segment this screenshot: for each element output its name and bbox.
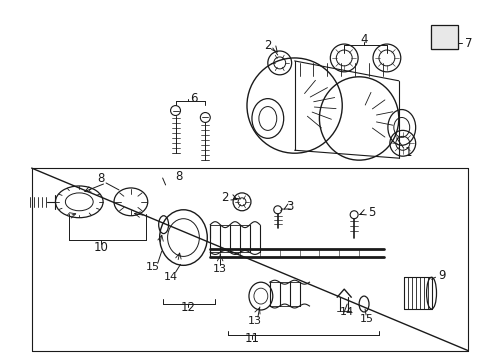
- Text: 8: 8: [175, 170, 182, 183]
- Text: 10: 10: [94, 241, 108, 254]
- Text: 15: 15: [145, 262, 160, 272]
- Text: 5: 5: [368, 206, 375, 219]
- Text: 14: 14: [340, 307, 353, 317]
- Text: 2: 2: [220, 192, 228, 204]
- Text: 12: 12: [181, 301, 196, 314]
- Text: 14: 14: [163, 272, 177, 282]
- Text: 6: 6: [189, 92, 197, 105]
- Text: 15: 15: [359, 314, 373, 324]
- Text: 3: 3: [285, 200, 293, 213]
- Text: 2: 2: [264, 39, 271, 51]
- Text: 1: 1: [404, 146, 412, 159]
- Text: 7: 7: [464, 37, 472, 50]
- Text: 13: 13: [213, 264, 227, 274]
- Text: 8: 8: [97, 171, 104, 185]
- Text: 4: 4: [360, 33, 367, 46]
- Text: 9: 9: [438, 269, 445, 282]
- FancyBboxPatch shape: [429, 25, 457, 49]
- Text: 11: 11: [244, 332, 259, 345]
- Text: 13: 13: [247, 316, 262, 326]
